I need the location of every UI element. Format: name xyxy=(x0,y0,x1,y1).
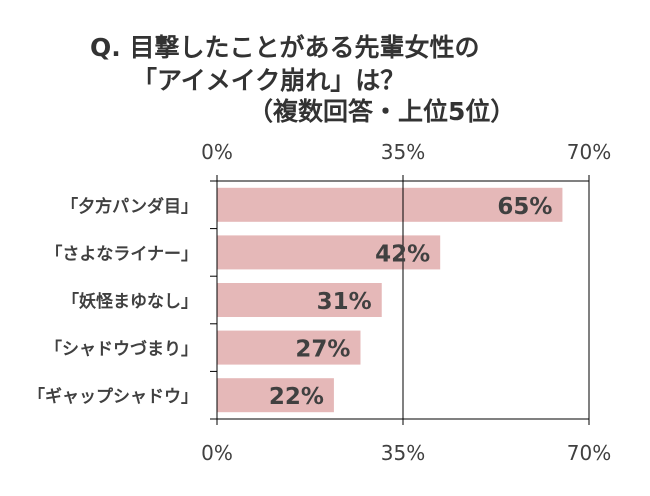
tick-label-bottom: 70% xyxy=(567,441,611,465)
data-label: 27% xyxy=(295,337,350,363)
bar xyxy=(217,187,563,222)
category-label: 「夕方パンダ目」 xyxy=(61,196,198,217)
bar xyxy=(217,378,334,413)
tick-label-bottom: 35% xyxy=(381,441,425,465)
tick-label-bottom: 0% xyxy=(201,441,233,465)
tick-label-top: 35% xyxy=(381,140,425,164)
category-label: 「シャドウづまり」 xyxy=(45,339,198,360)
data-label: 65% xyxy=(497,194,552,220)
bar xyxy=(217,283,382,317)
data-label: 22% xyxy=(269,384,324,410)
category-label: 「ギャップシャドウ」 xyxy=(28,386,198,407)
tick-label-top: 0% xyxy=(201,140,233,164)
category-label: 「妖怪まゆなし」 xyxy=(62,291,198,312)
chart-title-line-2: 「アイメイク崩れ」は？ xyxy=(132,66,406,95)
category-label: 「さよなライナー」 xyxy=(45,243,198,264)
data-label: 42% xyxy=(375,241,430,267)
chart-title-line-3: （複数回答・上位5位） xyxy=(248,97,516,126)
chart-title-line-1: Q. 目撃したことがある先輩女性の xyxy=(90,33,480,62)
tick-label-top: 70% xyxy=(567,140,611,164)
bar xyxy=(217,330,361,365)
data-label: 31% xyxy=(317,289,372,315)
